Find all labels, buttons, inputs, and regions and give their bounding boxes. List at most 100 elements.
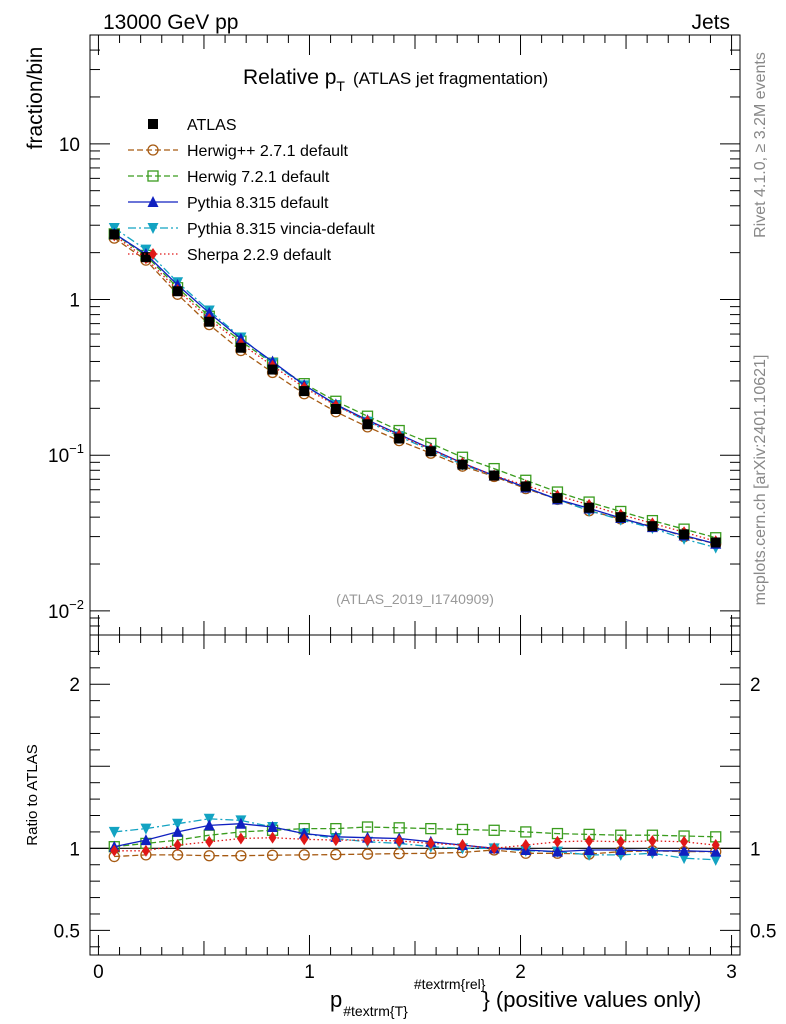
x-axis-label-tail: } (positive values only)	[482, 987, 701, 1012]
ratio-y-tick-label: 1	[69, 839, 80, 860]
main-series-group	[108, 222, 722, 554]
data-point-atlas	[425, 446, 436, 457]
ratio-point-vincia	[203, 813, 215, 825]
ratio-point-sherpa	[363, 834, 372, 847]
ratio-point-herwig7	[425, 822, 437, 835]
ratio-point-herwigpp	[330, 848, 342, 861]
ratio-y-tick-label-right: 0.5	[750, 921, 776, 942]
main-series-herwig7	[108, 228, 722, 544]
ratio-point-vincia	[108, 826, 120, 838]
ratio-point-pythia	[235, 817, 247, 829]
data-point-atlas	[140, 252, 151, 263]
x-axis-ticks: 0 1 2 3	[93, 35, 737, 983]
ratio-series-herwigpp	[108, 844, 722, 863]
data-point-atlas	[330, 404, 341, 415]
category-label: Jets	[691, 11, 730, 34]
ratio-point-pythia	[583, 843, 595, 855]
series-line-sherpa	[113, 234, 716, 542]
data-point-atlas	[584, 502, 595, 513]
ratio-series-group	[108, 813, 722, 866]
data-point-atlas	[457, 459, 468, 470]
legend-marker-herwig7	[147, 170, 159, 182]
main-y-tick-label: 10−2	[48, 597, 84, 623]
ratio-y-tick-label: 0.5	[54, 921, 80, 942]
ratio-point-vincia	[172, 818, 184, 830]
ratio-point-sherpa	[458, 839, 467, 852]
ratio-line-sherpa	[114, 837, 716, 852]
data-point-atlas	[710, 537, 721, 548]
legend-label-pythia: Pythia 8.315 default	[187, 195, 329, 212]
main-y-axis-label: fraction/bin	[24, 47, 47, 150]
legend-marker-pythia	[147, 196, 159, 207]
ratio-point-pythia	[551, 845, 563, 857]
plot-title: Relative pT (ATLAS jet fragmentation)	[243, 66, 548, 94]
ratio-point-sherpa	[331, 834, 340, 847]
legend-entry-atlas: ATLAS	[148, 117, 237, 134]
ratio-point-sherpa	[236, 832, 245, 845]
legend-marker-herwigpp	[147, 144, 159, 156]
ratio-point-herwig7	[520, 826, 532, 838]
legend-marker-vincia	[147, 223, 159, 234]
ratio-point-herwigpp	[235, 850, 247, 862]
ratio-point-sherpa	[426, 837, 435, 850]
ratio-point-pythia	[678, 844, 690, 856]
ratio-point-sherpa	[110, 844, 119, 857]
x-axis-label: p#textrm{T} #textrm{rel}} (positive value…	[330, 976, 701, 1019]
series-line-pythia	[113, 233, 716, 545]
ratio-y-tick-label-right: 1	[750, 839, 761, 860]
x-axis-label-main: p	[330, 987, 342, 1012]
legend-label-vincia: Pythia 8.315 vincia-default	[187, 221, 375, 238]
legend-entry-sherpa: Sherpa 2.2.9 default	[128, 247, 332, 264]
series-line-vincia	[113, 227, 716, 549]
ratio-point-sherpa	[711, 839, 720, 852]
ratio-point-pythia	[615, 843, 627, 855]
x-axis-label-sup: #textrm{rel}	[414, 976, 486, 992]
legend-label-herwigpp: Herwig++ 2.7.1 default	[187, 143, 349, 160]
main-series-sherpa	[110, 229, 720, 548]
ratio-point-sherpa	[585, 834, 594, 847]
data-point-atlas	[647, 521, 658, 532]
ratio-y-axis-label: Ratio to ATLAS	[24, 744, 41, 845]
plot-title-sub: T	[336, 78, 345, 94]
ratio-point-vincia	[710, 854, 722, 866]
x-tick-label: 0	[93, 962, 104, 983]
main-series-atlas	[109, 229, 721, 548]
legend-label-sherpa: Sherpa 2.2.9 default	[187, 247, 332, 264]
x-axis-label-sub: #textrm{T}	[343, 1003, 408, 1019]
tick-label-exponent: −2	[69, 597, 84, 612]
data-point-atlas	[552, 493, 563, 504]
ratio-point-sherpa	[205, 835, 214, 848]
ratio-point-pythia	[710, 845, 722, 857]
tick-label-base: 10	[48, 602, 69, 623]
rivet-version-label: Rivet 4.1.0, ≥ 3.2M events	[752, 52, 769, 238]
ratio-point-herwigpp	[266, 849, 279, 861]
ratio-point-sherpa	[395, 834, 404, 847]
data-point-atlas	[489, 470, 500, 481]
ratio-point-sherpa	[490, 842, 499, 855]
ratio-plot-frame	[89, 634, 741, 956]
series-line-herwigpp	[113, 237, 716, 545]
ratio-point-herwigpp	[361, 848, 374, 860]
data-point-pythia	[203, 306, 215, 318]
x-tick-label: 2	[515, 962, 526, 983]
ratio-y-axis-ticks: 0.5 0.5 1 1 2 2	[54, 650, 776, 948]
data-point-atlas	[615, 512, 626, 523]
data-point-atlas	[520, 481, 531, 492]
ratio-point-pythia	[172, 825, 184, 837]
x-tick-label: 1	[304, 962, 315, 983]
ratio-point-pythia	[140, 834, 152, 846]
legend-label-atlas: ATLAS	[187, 117, 237, 134]
ratio-y-tick-label-right: 2	[750, 675, 761, 696]
x-tick-label: 3	[726, 962, 737, 983]
main-series-herwigpp	[108, 232, 722, 550]
data-point-atlas	[267, 364, 278, 375]
ratio-point-herwig7	[488, 824, 500, 836]
tick-label-base: 10	[48, 446, 69, 467]
ratio-line-vincia	[114, 818, 716, 861]
plot-title-tail: (ATLAS jet fragmentation)	[353, 69, 548, 88]
data-point-atlas	[235, 342, 246, 353]
data-point-atlas	[679, 529, 690, 540]
ratio-point-sherpa	[141, 844, 150, 857]
legend-entry-herwig7: Herwig 7.2.1 default	[128, 169, 330, 186]
